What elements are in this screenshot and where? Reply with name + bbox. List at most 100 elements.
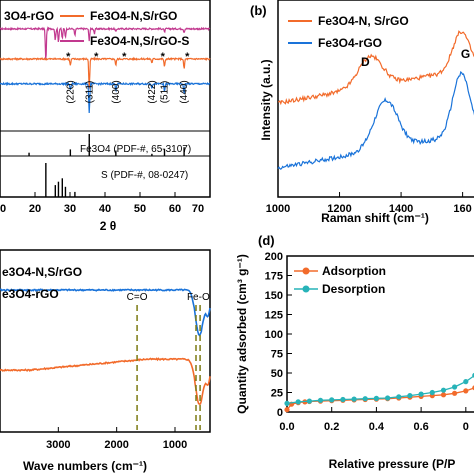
panel-b-xtick-3: 1400 [389, 203, 413, 215]
legend-d-marker-1 [302, 267, 310, 275]
panel-d-xtick-2: 0.2 [324, 421, 339, 433]
bet-point-desorption-15 [440, 387, 447, 393]
legend-b-label-1: Fe3O4-N, S/rGO [318, 14, 409, 28]
legend-d-label-1: Adsorption [322, 264, 386, 278]
bet-point-adsorption-18 [452, 390, 458, 396]
panel-d-bet: (d) Quantity adsorbed (cm³ g⁻¹) 0 25 50 75 1… [235, 233, 474, 471]
star-marker-4: * [161, 51, 166, 63]
bet-point-desorption-14 [429, 389, 435, 396]
panel-d-ytick-3: 50 [271, 368, 283, 380]
bet-point-desorption-10 [385, 395, 391, 401]
panel-c-xlabel: Wave numbers (cm⁻¹) [23, 459, 147, 473]
panel-d-xtick-5: 0 [463, 421, 469, 433]
panel-c-ftir: C=O Fe-O 3000 2000 1000 Wave numbers (cm⁻¹)… [0, 249, 211, 473]
bet-point-desorption-7 [351, 396, 357, 402]
legend-a-label-2: Fe3O4-N,S/rGO-S [90, 34, 189, 48]
panel-a-xtick-3: 30 [64, 203, 76, 215]
panel-b-xtick-2: 1200 [327, 203, 351, 215]
star-marker-3: * [122, 51, 127, 63]
panel-b-xlabel: Raman shift (cm⁻¹) [321, 211, 429, 225]
panel-b-raman: (b) Intensity (a.u.) DG 1000 1200 1400 160 … [250, 0, 474, 225]
bet-point-desorption-16 [452, 384, 458, 390]
peak-label-4: (422) [147, 80, 158, 103]
star-marker-5: * [185, 51, 190, 63]
xrd-trace-1 [0, 26, 211, 60]
bet-point-desorption-5 [329, 397, 335, 403]
panel-b-xtick-4: 160 [453, 203, 471, 215]
bet-point-adsorption-1 [284, 407, 290, 413]
panel-c-xtick-1: 3000 [46, 439, 70, 451]
bet-point-desorption-9 [373, 395, 379, 401]
panel-d-ytick-2: 25 [271, 388, 283, 400]
panel-a-xlabel: 2 θ [100, 219, 117, 233]
peak-label-1: (220) [65, 80, 76, 103]
fe3o4-ref-label: Fe3O4 (PDF-#, 65-3107) [80, 144, 191, 155]
raman-trace-2 [277, 70, 474, 170]
fe-o-label: Fe-O [187, 292, 210, 303]
panel-a-xtick-4: 40 [99, 203, 111, 215]
panel-c-frame [0, 249, 211, 433]
panel-a-xtick-7: 70 [192, 203, 204, 215]
panel-d-ytick-4: 75 [271, 349, 283, 361]
ftir-trace-2 [0, 357, 211, 405]
panel-d-ytick-1: 0 [277, 407, 283, 419]
legend-d-marker-2 [302, 285, 310, 293]
legend-c-label-2: e3O4-rGO [2, 287, 59, 301]
c-o-label: C=O [127, 292, 148, 303]
legend-a-label-1: Fe3O4-N,S/rGO [90, 9, 177, 23]
panel-d-xlabel: Relative pressure (P/P [329, 457, 456, 471]
panel-a-xtick-5: 50 [134, 203, 146, 215]
bet-point-desorption-3 [306, 398, 312, 404]
panel-d-ytick-8: 175 [265, 271, 283, 283]
s-ref-label: S (PDF-#, 08-0247) [101, 170, 188, 181]
panel-d-ytick-6: 125 [265, 310, 283, 322]
panel-a-xtick-1: 10 [0, 203, 6, 215]
panel-c-xtick-2: 2000 [104, 439, 128, 451]
peak-label-5: (511) [160, 81, 171, 104]
bet-point-desorption-12 [407, 393, 413, 399]
reference-patterns [28, 134, 185, 197]
panel-d-xtick-3: 0.4 [369, 421, 385, 433]
bet-point-desorption-13 [418, 391, 424, 397]
panel-a-xtick-2: 20 [29, 203, 41, 215]
panel-d-xtick-4: 0.6 [413, 421, 428, 433]
bet-point-desorption-2 [295, 399, 301, 405]
panel-b-frame [277, 0, 474, 198]
raman-band-g: G [461, 47, 470, 61]
panel-b-ylabel: Intensity (a.u.) [259, 59, 273, 140]
star-marker-1: * [66, 51, 71, 63]
legend-a-partial: 3O4-rGO [4, 9, 54, 23]
bet-point-desorption-17 [463, 379, 469, 385]
raman-band-d: D [361, 55, 370, 69]
bet-point-desorption-4 [317, 397, 324, 403]
panel-d-ylabel: Quantity adsorbed (cm³ g⁻¹) [235, 254, 249, 414]
bet-point-desorption-1 [284, 400, 290, 406]
peak-label-6: (440) [179, 80, 190, 103]
ftir-trace-1 [0, 288, 211, 337]
peak-label-3: (400) [111, 80, 122, 103]
legend-d-label-2: Desorption [322, 282, 385, 296]
legend-c-label-1: e3O4-N,S/rGO [2, 265, 82, 279]
bet-point-desorption-11 [396, 394, 402, 400]
panel-a-xrd: Fe3O4 (PDF-#, 65-3107) S (PDF-#, 08-0247… [0, 0, 211, 233]
panel-a-xtick-6: 60 [169, 203, 181, 215]
xrd-trace-3 [0, 81, 211, 114]
panel-c-xtick-3: 1000 [163, 439, 187, 451]
panel-d-ytick-5: 100 [265, 329, 283, 341]
panel-b-xtick-1: 1000 [266, 203, 290, 215]
panel-d-xtick-1: 0.0 [279, 421, 294, 433]
bet-point-adsorption-19 [463, 388, 469, 394]
bet-point-adsorption-17 [440, 392, 447, 398]
panel-label-b: (b) [250, 3, 267, 18]
panel-label-d: (d) [258, 233, 275, 248]
star-marker-2: * [94, 51, 99, 63]
xrd-trace-2 [0, 56, 211, 89]
legend-b-label-2: Fe3O4-rGO [318, 36, 382, 50]
panel-d-frame [286, 255, 474, 413]
panel-d-ytick-7: 150 [265, 290, 283, 302]
bet-point-desorption-8 [362, 396, 368, 402]
raman-trace-1 [278, 30, 474, 106]
panel-d-ytick-9: 200 [265, 251, 283, 263]
peak-label-2: (311) [84, 81, 95, 104]
